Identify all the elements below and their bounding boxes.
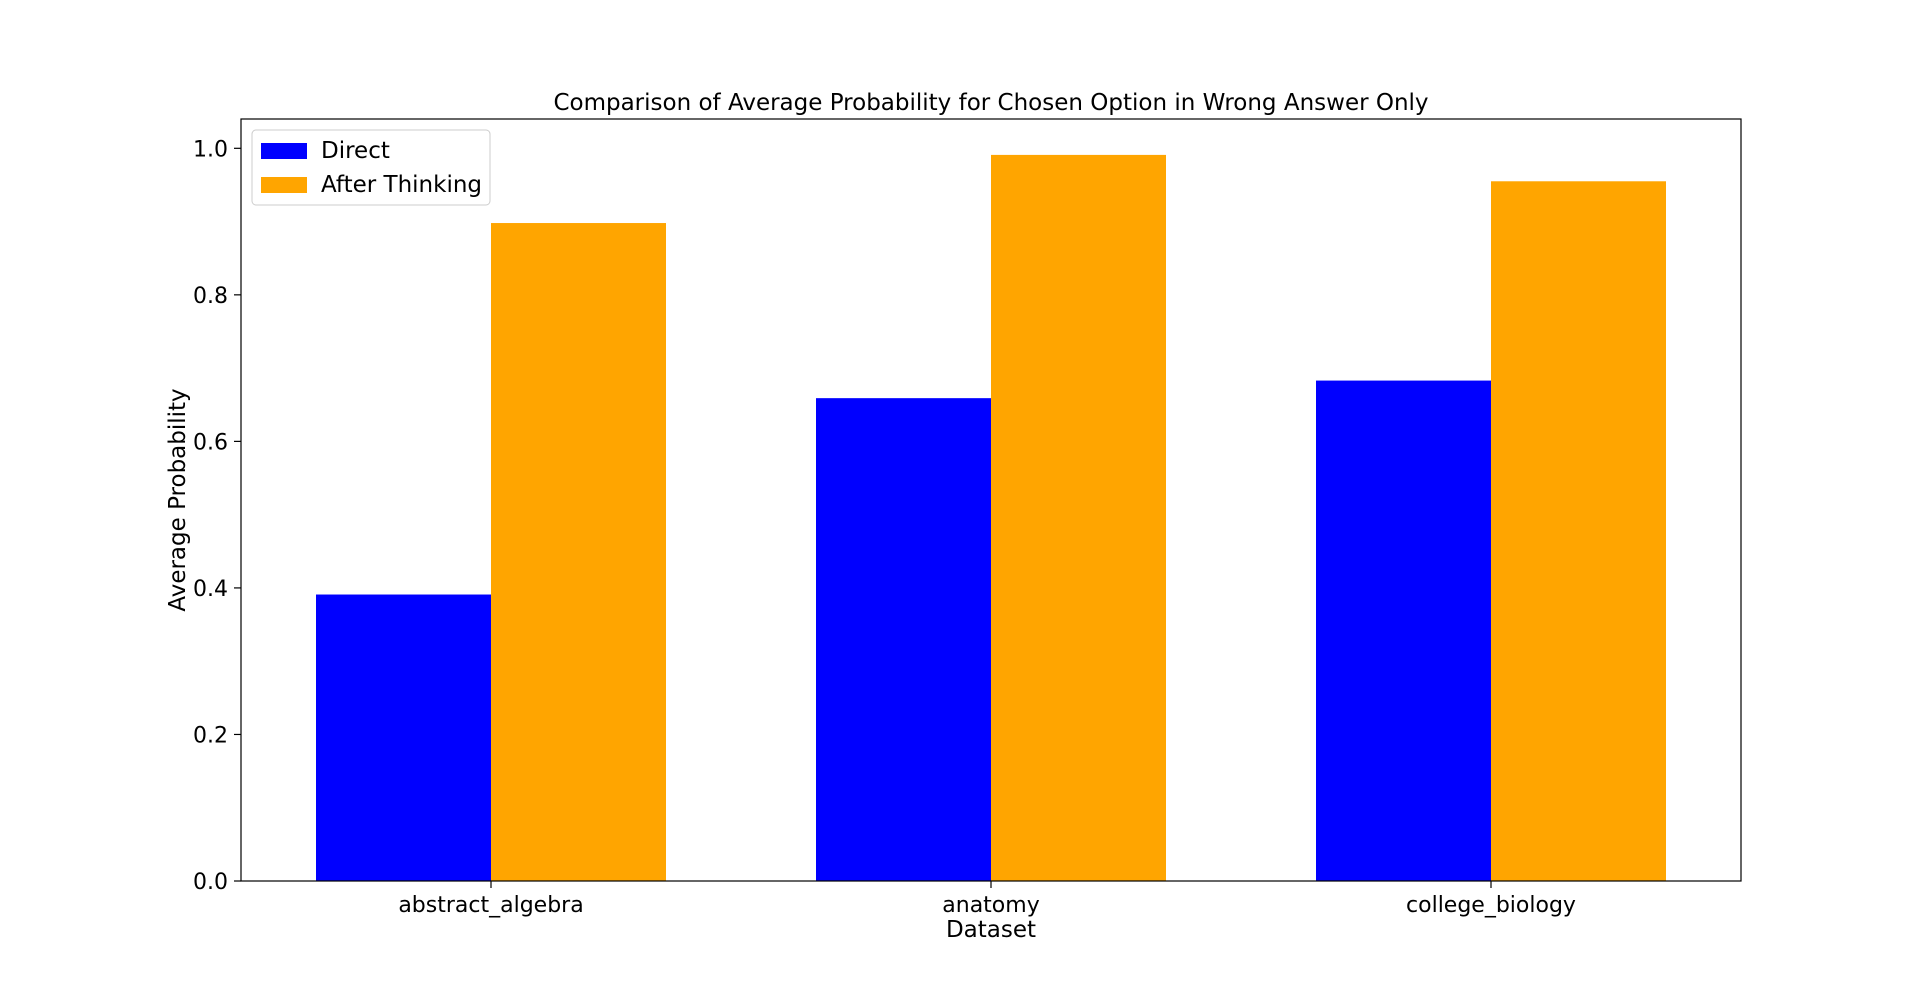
legend-label-after-thinking: After Thinking <box>321 172 482 198</box>
legend-label-direct: Direct <box>321 138 390 164</box>
bar-direct-anatomy <box>816 398 991 881</box>
y-tick-label: 0.4 <box>193 577 228 602</box>
x-tick-label-anatomy: anatomy <box>942 893 1039 918</box>
legend-box <box>251 129 491 206</box>
x-tick-label-abstract_algebra: abstract_algebra <box>398 893 583 918</box>
bar-after-thinking-college_biology <box>1491 181 1666 882</box>
legend-swatch-after-thinking <box>261 177 307 193</box>
x-tick-label-college_biology: college_biology <box>1406 893 1576 918</box>
legend: Direct After Thinking <box>251 129 491 206</box>
y-axis: 0.0 0.2 0.4 0.6 0.8 1.0 <box>193 137 241 895</box>
plot-area <box>240 118 1742 882</box>
y-tick-label: 0.8 <box>193 284 228 309</box>
y-tick-label: 0.0 <box>193 870 228 895</box>
y-tick-label: 0.6 <box>193 430 228 455</box>
y-axis-label: Average Probability <box>165 388 191 611</box>
bar-direct-college_biology <box>1316 380 1491 881</box>
bar-after-thinking-anatomy <box>991 154 1166 881</box>
chart-title: Comparison of Average Probability for Ch… <box>553 90 1428 116</box>
y-tick-label: 0.2 <box>193 723 228 748</box>
y-tick-label: 1.0 <box>193 137 228 162</box>
x-axis: abstract_algebra anatomy college_biology <box>398 881 1576 918</box>
x-axis-label: Dataset <box>946 917 1036 943</box>
bar-after-thinking-abstract_algebra <box>491 223 666 882</box>
bars <box>316 154 1666 882</box>
legend-swatch-direct <box>261 143 307 159</box>
bar-direct-abstract_algebra <box>316 594 491 881</box>
